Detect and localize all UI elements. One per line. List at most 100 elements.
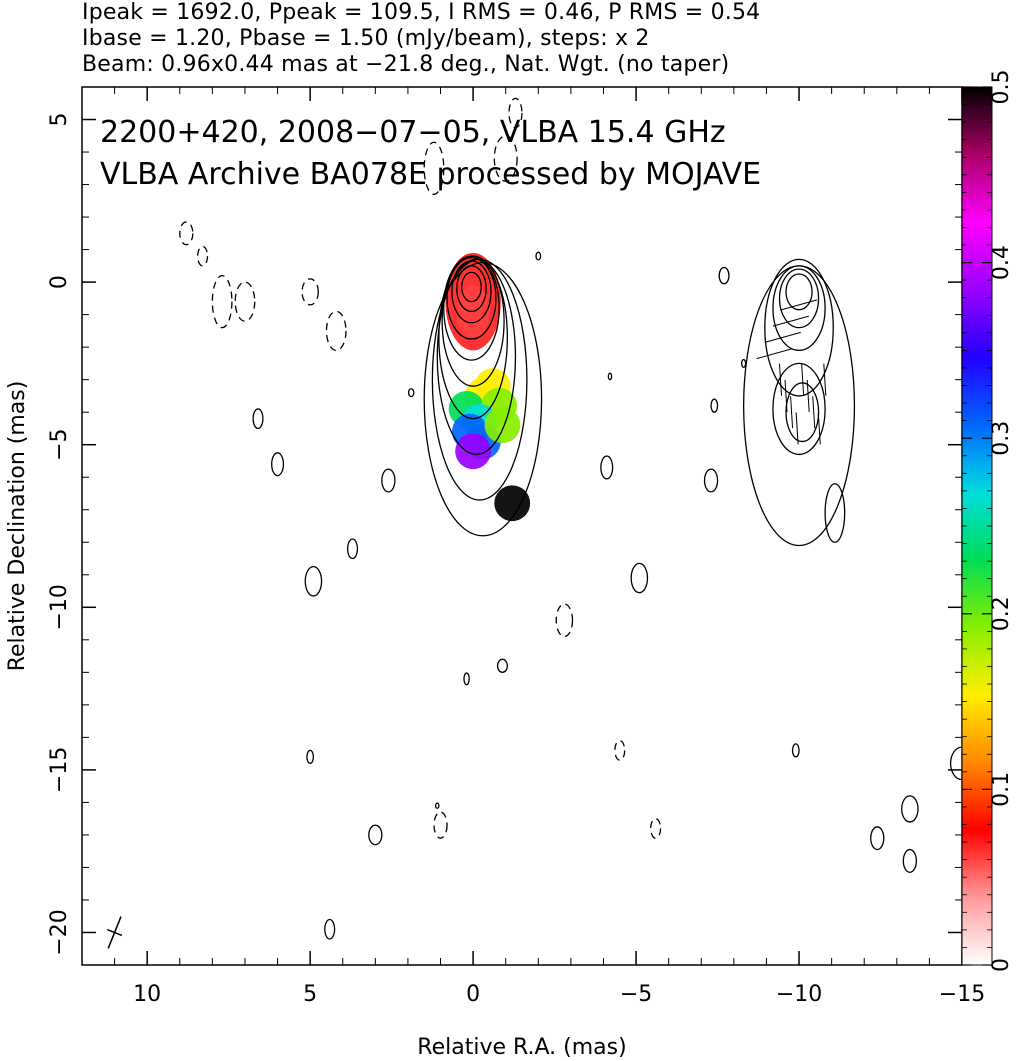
noise-contour [346, 538, 359, 560]
colorbar-tick-label: 0.4 [989, 245, 1014, 280]
noise-contour [703, 468, 719, 493]
noise-contour [600, 455, 614, 480]
x-axis-ticks: 10 5 0 −5 −10 −15 [81, 87, 985, 1007]
y-tick-label: −20 [47, 909, 72, 955]
jet-polarization-patch [455, 433, 492, 470]
y-tick-label: −10 [47, 584, 72, 630]
colorbar-tick-label: 0.3 [989, 421, 1014, 456]
polarized-intensity-contour [764, 258, 834, 397]
beam-marker [106, 916, 123, 949]
noise-contour [870, 826, 885, 851]
total-intensity-contour [443, 255, 500, 361]
noise-contour [325, 310, 347, 352]
polarization-color-layer [445, 252, 531, 522]
header-line-base: Ibase = 1.20, Pbase = 1.50 (mJy/beam), s… [82, 26, 650, 51]
total-intensity-contour [436, 258, 517, 456]
total-intensity-contour [461, 271, 482, 303]
noise-contour [493, 135, 518, 182]
evpa-stick [812, 396, 816, 429]
colorbar-tick-label: 0.5 [989, 70, 1014, 105]
header-line-peaks: Ipeak = 1692.0, Ppeak = 109.5, I RMS = 0… [82, 0, 761, 25]
plot-frame [81, 86, 963, 966]
y-axis-ticks: 5 0 −5 −10 −15 −20 [47, 86, 962, 966]
evpa-stick [823, 363, 827, 396]
polarized-intensity-contour [778, 268, 820, 329]
evpa-stick [801, 363, 805, 396]
evpa-stick [772, 315, 810, 327]
noise-contour [607, 372, 613, 381]
noise-contour [791, 743, 800, 758]
noise-contour [304, 565, 323, 597]
polarized-intensity-contour [742, 265, 856, 547]
noise-contour [179, 221, 194, 246]
y-axis-title: Relative Declination (mas) [5, 381, 30, 672]
annotation-archive-line: VLBA Archive BA078E processed by MOJAVE [100, 157, 761, 192]
evpa-stick [795, 412, 799, 445]
y-tick-label: −15 [47, 747, 72, 793]
evpa-stick [780, 299, 818, 311]
noise-contour [718, 266, 730, 285]
noise-contour [614, 739, 626, 761]
noise-contour [324, 918, 336, 940]
polarized-intensity-contour [785, 382, 820, 443]
polarized-intensity-contour [785, 273, 813, 311]
beam-minor-axis [106, 928, 123, 937]
polarized-intensity-contour [772, 265, 826, 352]
noise-contour [555, 603, 574, 638]
plot-header: Ipeak = 1692.0, Ppeak = 109.5, I RMS = 0… [82, 0, 982, 78]
evpa-stick [817, 412, 821, 445]
jet-polarization-patch [494, 485, 531, 522]
noise-contour [271, 452, 285, 477]
noise-contour [902, 848, 918, 873]
x-tick-label: −15 [939, 982, 985, 1007]
noise-contour [301, 278, 319, 306]
polarized-intensity-contour [772, 362, 826, 456]
noise-contour [901, 795, 919, 823]
noise-contour [710, 398, 719, 413]
noise-contour [211, 274, 233, 329]
colorbar-tick-label: 0.2 [989, 596, 1014, 631]
noise-contour [197, 245, 209, 267]
y-tick-label: 0 [47, 275, 72, 289]
total-intensity-contour [451, 260, 492, 324]
noise-contour [423, 141, 445, 195]
evpa-stick [806, 379, 810, 412]
annotation-source-line: 2200+420, 2008−07−05, VLBA 15.4 GHz [100, 115, 726, 150]
x-tick-label: 10 [133, 982, 161, 1007]
noise-contour [306, 749, 315, 765]
noise-contour [234, 281, 256, 322]
noise-contour [630, 562, 649, 594]
noise-contour [741, 358, 747, 368]
noise-contour [434, 802, 440, 809]
noise-contour [433, 811, 448, 839]
x-tick-label: −10 [776, 982, 822, 1007]
colorbar-tick-label: 0.1 [989, 772, 1014, 807]
noise-contour [381, 468, 396, 493]
noise-contour [407, 388, 415, 398]
total-intensity-contour [446, 257, 497, 340]
noise-contour [252, 408, 264, 430]
noise-contour [535, 251, 542, 261]
noise-contour [650, 818, 662, 839]
jet-polarization-patch [484, 407, 521, 444]
x-axis-title: Relative R.A. (mas) [417, 1035, 626, 1060]
x-tick-label: 0 [466, 982, 480, 1007]
polarized-intensity-contour [824, 483, 846, 543]
contour-layer [179, 97, 962, 940]
x-tick-label: 5 [303, 982, 317, 1007]
evpa-stick [764, 331, 801, 343]
total-intensity-contour [456, 265, 487, 313]
colorbar-ticks: 0 0.1 0.2 0.3 0.4 0.5 [962, 70, 1014, 972]
y-tick-label: 5 [47, 113, 72, 127]
colorbar-tick-label: 0 [989, 958, 1014, 972]
noise-contour [496, 658, 508, 673]
evpa-stick [778, 363, 782, 396]
evpa-stick [784, 379, 788, 412]
evpa-stick [756, 348, 793, 360]
evpa-stick [790, 396, 794, 429]
y-tick-label: −5 [47, 428, 72, 460]
noise-contour [368, 824, 383, 846]
noise-contour [508, 97, 523, 129]
header-line-beam: Beam: 0.96x0.44 mas at −21.8 deg., Nat. … [82, 52, 730, 77]
